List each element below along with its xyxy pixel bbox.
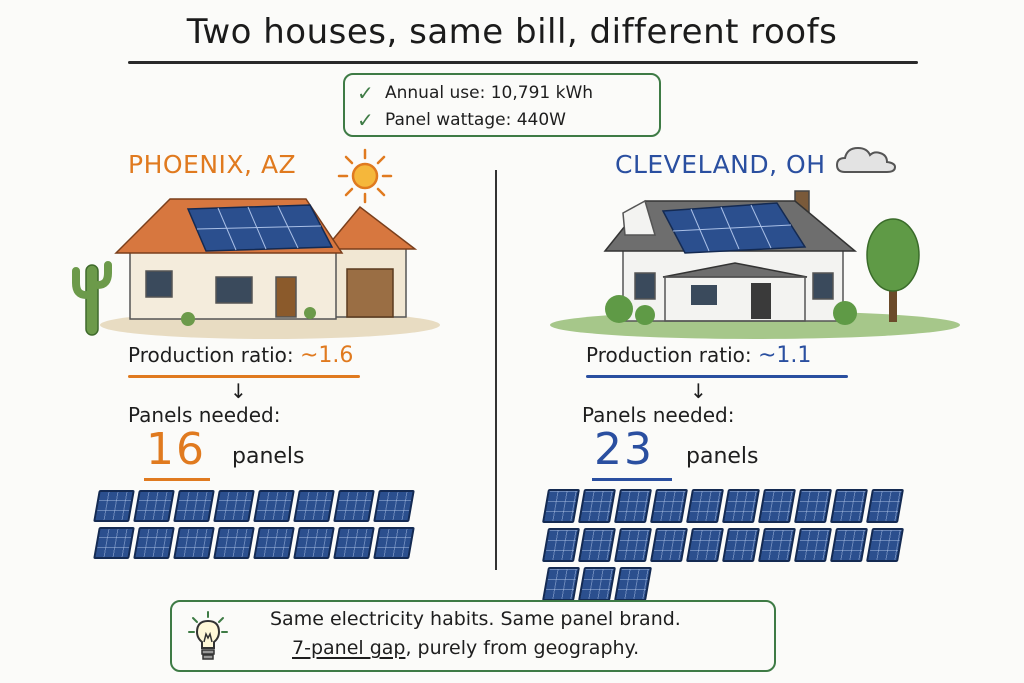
- lightbulb-icon: [188, 611, 228, 660]
- cloud-icon: [835, 146, 897, 173]
- solar-panel: [758, 489, 796, 523]
- count-underline: [144, 478, 210, 481]
- solar-panel: [93, 490, 135, 522]
- panel-count-phoenix: 16: [146, 424, 206, 475]
- solar-panel: [213, 527, 255, 559]
- panels-unit: panels: [232, 444, 305, 469]
- fact-label: Annual use: 10,791 kWh: [385, 82, 594, 103]
- solar-panel: [614, 528, 652, 562]
- solar-panel: [253, 527, 295, 559]
- house-illustration-phoenix: [72, 198, 440, 339]
- tree-illustration: [866, 218, 920, 322]
- facts-box: ✓ Annual use: 10,791 kWh ✓ Panel wattage…: [343, 73, 661, 137]
- check-icon: ✓: [357, 107, 374, 132]
- solar-panel: [830, 489, 868, 523]
- ratio-underline: [586, 375, 848, 378]
- title-underline: [128, 61, 918, 64]
- takeaway-emphasis: 7-panel gap: [292, 637, 406, 659]
- solar-panel: [373, 527, 415, 559]
- ratio-underline: [128, 375, 360, 378]
- fact-panel-wattage: ✓ Panel wattage: 440W: [357, 106, 659, 133]
- cactus-illustration: [72, 261, 112, 336]
- solar-panel: [866, 489, 904, 523]
- solar-panel: [542, 567, 580, 601]
- panel-grid-cleveland: [542, 489, 904, 601]
- center-divider: [495, 170, 497, 570]
- solar-panel: [293, 527, 335, 559]
- solar-panel: [373, 490, 415, 522]
- panel-count-cleveland: 23: [594, 424, 654, 475]
- solar-panel: [578, 489, 616, 523]
- solar-panel: [686, 528, 724, 562]
- takeaway-line-2: 7-panel gap, purely from geography.: [292, 637, 639, 659]
- city-label-phoenix: PHOENIX, AZ: [128, 150, 297, 179]
- solar-panel: [253, 490, 295, 522]
- check-icon: ✓: [357, 80, 374, 105]
- solar-panel: [173, 527, 215, 559]
- city-label-cleveland: CLEVELAND, OH: [615, 150, 826, 179]
- solar-panel: [333, 490, 375, 522]
- solar-panel: [722, 528, 760, 562]
- solar-panel: [542, 489, 580, 523]
- solar-panel: [133, 490, 175, 522]
- solar-panel: [650, 528, 688, 562]
- fact-label: Panel wattage: 440W: [385, 109, 566, 130]
- panels-unit: panels: [686, 444, 759, 469]
- arrow-down-icon: ↓: [690, 379, 707, 403]
- solar-panel: [614, 567, 652, 601]
- solar-panel: [794, 489, 832, 523]
- takeaway-line-1: Same electricity habits. Same panel bran…: [270, 608, 681, 630]
- panels-needed-label: Panels needed:: [582, 403, 735, 427]
- solar-panel: [542, 528, 580, 562]
- solar-panel: [758, 528, 796, 562]
- solar-panel: [830, 528, 868, 562]
- solar-panel: [614, 489, 652, 523]
- solar-panel: [650, 489, 688, 523]
- solar-panel: [794, 528, 832, 562]
- solar-panel: [213, 490, 255, 522]
- solar-panel: [578, 528, 616, 562]
- ratio-value: ~1.1: [757, 343, 812, 368]
- fact-annual-use: ✓ Annual use: 10,791 kWh: [357, 79, 659, 106]
- production-ratio-phoenix: Production ratio: ~1.6: [128, 343, 353, 368]
- page-title: Two houses, same bill, different roofs: [186, 12, 838, 52]
- panel-grid-phoenix: [93, 490, 415, 559]
- ratio-label: Production ratio:: [586, 343, 758, 367]
- panels-needed-label: Panels needed:: [128, 403, 281, 427]
- takeaway-box: [170, 600, 776, 672]
- production-ratio-cleveland: Production ratio: ~1.1: [586, 343, 811, 368]
- sun-icon: [337, 148, 393, 204]
- solar-panel: [333, 527, 375, 559]
- solar-panel: [133, 527, 175, 559]
- solar-panel: [293, 490, 335, 522]
- house-illustration-cleveland: [550, 190, 960, 339]
- ratio-value: ~1.6: [299, 343, 354, 368]
- solar-panel: [578, 567, 616, 601]
- takeaway-rest: , purely from geography.: [405, 637, 640, 659]
- ratio-label: Production ratio:: [128, 343, 300, 367]
- arrow-down-icon: ↓: [230, 379, 247, 403]
- solar-panel: [686, 489, 724, 523]
- solar-panel: [173, 490, 215, 522]
- count-underline: [592, 478, 672, 481]
- solar-panel: [93, 527, 135, 559]
- solar-panel: [722, 489, 760, 523]
- solar-panel: [866, 528, 904, 562]
